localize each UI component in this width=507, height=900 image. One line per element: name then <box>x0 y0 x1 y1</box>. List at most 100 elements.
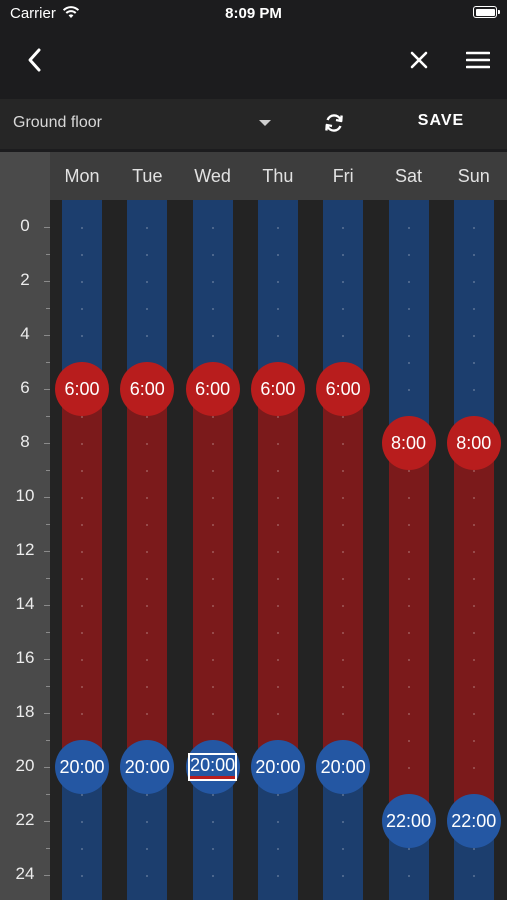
hour-dot <box>211 632 214 634</box>
comfort-end-handle-thu[interactable]: 20:00 <box>250 740 305 794</box>
floor-dropdown[interactable]: Ground floor <box>0 99 290 149</box>
comfort-end-handle-wed[interactable]: 20:00 <box>185 740 240 794</box>
comfort-start-handle-mon[interactable]: 6:00 <box>55 362 109 416</box>
hour-label: 2 <box>20 270 30 289</box>
hour-dot <box>276 308 279 310</box>
hour-dot <box>81 551 83 553</box>
hour-dot <box>211 578 214 580</box>
menu-button[interactable] <box>460 42 496 78</box>
comfort-start-handle-sun[interactable]: 8:00 <box>446 416 501 470</box>
hour-dot <box>276 443 279 445</box>
hour-dot <box>146 875 149 877</box>
eco-period <box>257 200 298 389</box>
caret-down-icon <box>259 120 271 126</box>
comfort-start-time: 8:00 <box>390 432 427 453</box>
comfort-period <box>323 389 364 767</box>
comfort-start-handle-wed[interactable]: 6:00 <box>185 362 240 416</box>
hour-dot <box>472 281 475 283</box>
hour-dot <box>211 227 214 229</box>
day-track-thu[interactable] <box>257 200 298 900</box>
comfort-start-handle-thu[interactable]: 6:00 <box>250 362 305 416</box>
day-track-sun[interactable] <box>453 200 494 900</box>
day-track-wed[interactable] <box>192 200 233 900</box>
comfort-end-handle-fri[interactable]: 20:00 <box>316 740 371 794</box>
comfort-start-time: 6:00 <box>195 378 231 399</box>
comfort-end-handle-tue[interactable]: 20:00 <box>120 740 175 794</box>
hour-dot <box>342 848 345 850</box>
hour-dot <box>211 659 214 661</box>
hour-dot <box>146 524 149 526</box>
hour-label: 6 <box>20 378 30 397</box>
hour-dot <box>407 389 410 391</box>
eco-period <box>127 200 168 389</box>
hour-dot <box>276 335 279 337</box>
hour-dot <box>211 497 214 499</box>
hour-dot <box>81 497 83 499</box>
hour-dot <box>472 362 475 364</box>
day-label-mon: Mon <box>64 166 100 186</box>
hour-tick <box>44 875 50 876</box>
eco-period <box>323 200 364 389</box>
comfort-period <box>127 389 168 767</box>
hour-tick <box>44 443 50 444</box>
hour-dot <box>276 254 279 256</box>
hour-dot <box>407 227 410 229</box>
hour-tick <box>44 389 50 390</box>
hour-dot <box>472 740 475 742</box>
hour-dot <box>342 335 345 337</box>
hour-dot <box>146 227 149 229</box>
hour-dot <box>276 848 279 850</box>
refresh-button[interactable] <box>320 109 348 137</box>
comfort-start-handle-fri[interactable]: 6:00 <box>316 362 371 416</box>
hour-dot <box>472 659 475 661</box>
day-track-sat[interactable] <box>388 200 429 900</box>
hour-dot <box>211 848 214 850</box>
hour-dot <box>276 551 279 553</box>
hour-tick <box>44 821 50 822</box>
hour-dot <box>276 821 279 823</box>
hour-dot <box>276 578 279 580</box>
eco-period <box>388 200 429 443</box>
hour-dot <box>146 281 149 283</box>
hour-dot <box>276 497 279 499</box>
hour-dot <box>276 875 279 877</box>
hour-dot <box>211 551 214 553</box>
hour-dot <box>407 767 410 769</box>
hour-dot <box>407 254 410 256</box>
comfort-end-handle-mon[interactable]: 20:00 <box>55 740 109 794</box>
hour-tick <box>46 362 50 363</box>
hour-dot <box>81 443 83 445</box>
hour-dot <box>146 713 149 715</box>
hour-dot <box>276 524 279 526</box>
hour-dot <box>211 281 214 283</box>
comfort-end-handle-sat[interactable]: 22:00 <box>381 794 436 848</box>
hour-label: 0 <box>20 216 30 235</box>
hour-dot <box>211 416 214 418</box>
hour-dot <box>81 605 83 607</box>
comfort-start-handle-sat[interactable]: 8:00 <box>381 416 436 470</box>
comfort-end-handle-sun[interactable]: 22:00 <box>446 794 501 848</box>
hour-dot <box>146 821 149 823</box>
hour-tick <box>46 848 50 849</box>
day-track-mon[interactable] <box>62 200 102 900</box>
hour-dot <box>472 227 475 229</box>
hour-dot <box>81 794 83 796</box>
back-button[interactable] <box>17 42 53 78</box>
hour-dot <box>81 821 83 823</box>
day-track-fri[interactable] <box>323 200 364 900</box>
hour-dot <box>407 551 410 553</box>
hour-axis: 0 2 4 6 8 10 12 14 16 18 20 22 24 <box>0 152 50 900</box>
hour-dot <box>342 794 345 796</box>
hour-dot <box>276 470 279 472</box>
comfort-start-handle-tue[interactable]: 6:00 <box>120 362 175 416</box>
hour-dot <box>81 848 83 850</box>
hour-label: 20 <box>15 756 35 775</box>
hour-dot <box>146 848 149 850</box>
save-button[interactable]: SAVE <box>417 112 465 129</box>
hour-tick <box>44 767 50 768</box>
day-track-tue[interactable] <box>127 200 168 900</box>
hour-dot <box>407 470 410 472</box>
hour-tick <box>44 605 50 606</box>
close-button[interactable] <box>401 42 437 78</box>
hour-tick <box>46 470 50 471</box>
